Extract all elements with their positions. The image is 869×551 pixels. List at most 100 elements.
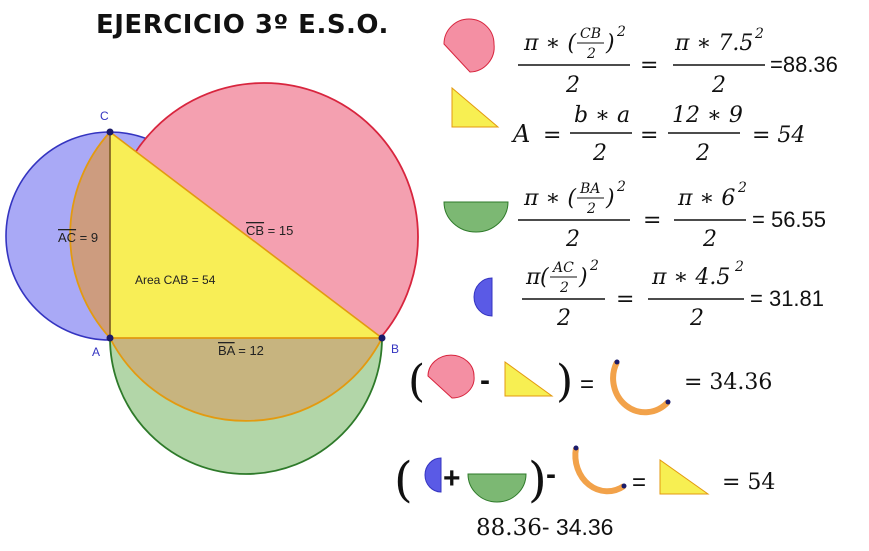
f1-rhs-num: π ∗ 7.5: [674, 31, 753, 56]
green-semicircle-icon-small: [467, 473, 527, 503]
f4-rhs-num: π ∗ 4.5: [651, 265, 730, 290]
f4-result: = 31.81: [750, 286, 824, 311]
formula-1: π ∗ ( CB 2 ) 2 2 = π ∗ 7.5 2 2 =88.36: [443, 18, 838, 98]
f4-rhs-exp: 2: [734, 259, 744, 275]
footer-subtraction: 88.36- 34.36: [476, 514, 613, 541]
green-semicircle-icon: [443, 201, 509, 233]
f4-inner-num: AC: [551, 260, 574, 276]
circumcircle-outline-bottom: [109, 337, 383, 422]
f2-den1: 2: [592, 141, 607, 166]
segment-cb-value: = 15: [264, 223, 293, 238]
orange-arc-icon-small: [572, 447, 626, 495]
footer-right: 34.36: [549, 514, 614, 540]
svg-text:(: (: [540, 265, 549, 290]
f3-star: ∗: [545, 186, 560, 211]
vertex-b-point: [378, 334, 386, 342]
f6-lparen: (: [394, 452, 413, 508]
f6-minus: -: [546, 458, 556, 491]
f6-result: = 54: [722, 470, 775, 495]
f3-rhs-exp: 2: [737, 180, 747, 196]
f1-result: =88.36: [770, 52, 838, 77]
footer-minus: -: [541, 514, 550, 540]
formula-3: π ∗ ( BA 2 ) 2 2 = π ∗ 6 2 2 = 56.55: [443, 179, 826, 252]
f2-eq2: =: [640, 123, 658, 148]
f3-pi: π: [523, 186, 539, 211]
vertex-c-point: [106, 128, 114, 136]
f3-exp: 2: [616, 179, 626, 195]
f5-rparen: ): [556, 356, 573, 407]
page-title: EJERCICIO 3º E.S.O.: [96, 10, 389, 40]
f4-exp: 2: [589, 258, 599, 274]
f4-inner-den: 2: [559, 280, 569, 296]
footer-left: 88.36: [476, 515, 542, 541]
f3-inner-num: BA: [579, 181, 600, 197]
vertex-a-label: A: [92, 345, 100, 359]
segment-ba-label: BA = 12: [218, 343, 264, 358]
f3-eq: =: [643, 208, 661, 233]
pink-semicircle-icon: [443, 18, 495, 73]
f5-result: = 34.36: [684, 370, 772, 395]
vertex-c-label: C: [100, 109, 109, 123]
circumcircle-outline: [69, 131, 111, 339]
f2-eq1: =: [543, 123, 561, 148]
f4-den: 2: [556, 306, 571, 331]
formula-5: ( - ) = = 34.36: [408, 354, 772, 416]
circle-abc-left-arc: [70, 132, 110, 338]
svg-text:π ∗ (: π ∗ (: [523, 186, 576, 211]
f6-rparen: ): [528, 452, 547, 508]
segment-ba-value: = 12: [235, 343, 264, 358]
svg-text:): ): [605, 31, 615, 56]
f5-eq: =: [580, 371, 594, 398]
f2-result: = 54: [752, 123, 805, 148]
f3-result: = 56.55: [752, 207, 826, 232]
f1-pi: π: [523, 31, 539, 56]
arc-endpoint-top: [614, 359, 620, 365]
svg-text:π ∗ (: π ∗ (: [523, 31, 576, 56]
vertex-b-label: B: [391, 342, 399, 356]
svg-text:): ): [578, 265, 588, 290]
segment-cb-label: CB = 15: [246, 223, 293, 238]
f4-eq: =: [616, 287, 634, 312]
f6-plus: +: [443, 462, 461, 495]
f5-minus: -: [480, 364, 490, 397]
orange-arc-icon: [610, 360, 671, 416]
f3-rhs-num: π ∗ 6: [677, 186, 735, 211]
f3-rhs-den: 2: [702, 227, 717, 252]
formula-6: ( + ) - = = 54: [394, 445, 775, 508]
f1-rhs-exp: 2: [754, 26, 764, 42]
segment-ac-label: AC = 9: [58, 230, 98, 245]
f4-rhs-den: 2: [689, 306, 704, 331]
f3-den: 2: [565, 227, 580, 252]
svg-text:): ): [605, 186, 615, 211]
arc6-endpoint-top: [573, 445, 579, 451]
f3-inner-den: 2: [586, 201, 596, 217]
f1-inner-den: 2: [586, 46, 596, 62]
segment-ac-value: = 9: [76, 230, 98, 245]
blue-semicircle-icon-small: [424, 457, 442, 493]
segment-cb-name: CB: [246, 223, 264, 238]
f2-a: A: [511, 120, 530, 148]
formula-4: π ( AC 2 ) 2 2 = π ∗ 4.5 2 2 = 31.81: [473, 258, 824, 331]
segment-ba-name: BA: [218, 343, 236, 358]
segment-ac-name: AC: [58, 230, 76, 245]
f4-pi: π: [525, 265, 541, 290]
f1-den: 2: [565, 73, 580, 98]
arc6-endpoint-right: [621, 483, 627, 489]
f2-num2: 12 ∗ 9: [672, 103, 743, 128]
f1-star: ∗: [545, 31, 560, 56]
f2-num1: b ∗ a: [574, 103, 630, 128]
pink-semicircle-icon-small: [427, 354, 475, 399]
f1-eq: =: [640, 53, 658, 78]
formula-2: A = b ∗ a 2 = 12 ∗ 9 2 = 54: [451, 86, 805, 166]
f1-rhs-den: 2: [711, 73, 726, 98]
yellow-triangle-icon-small: [504, 361, 554, 397]
f1-inner-num: CB: [580, 26, 601, 42]
yellow-triangle-icon: [451, 86, 500, 128]
yellow-triangle-icon-result: [659, 459, 710, 495]
vertex-a-point: [106, 334, 114, 342]
f2-den2: 2: [695, 141, 710, 166]
f6-eq: =: [632, 469, 646, 496]
f1-exp: 2: [616, 24, 626, 40]
arc-endpoint-right: [665, 399, 671, 405]
